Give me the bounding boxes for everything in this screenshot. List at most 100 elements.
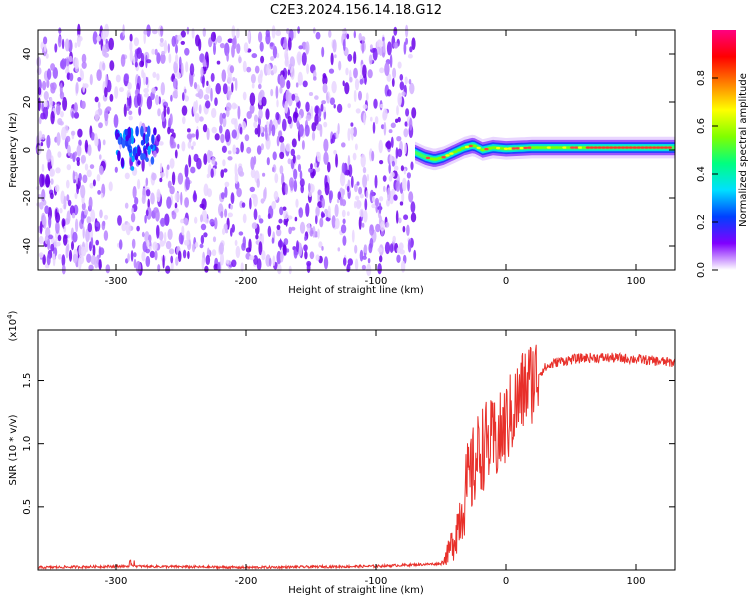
spectrogram-cell [235,245,241,259]
spectrogram-cell [231,129,237,139]
spectrogram-cell [225,259,229,264]
spectrogram-cell [156,188,161,203]
spectrogram-cell [128,148,132,154]
spectrogram-cell [95,222,100,227]
signal-track-peak [648,146,653,149]
spectrogram-cell [105,38,108,44]
spectrogram-cell [187,128,191,133]
spectrogram-cell [200,234,205,245]
spectrogram-cell [405,108,410,117]
spectrogram-cell [305,41,310,55]
spectrogram-cell [143,92,149,98]
spectrogram-cell [86,253,92,263]
snr-y-ticks: 0.5 1.0 1.5 [22,373,675,515]
spectrogram-cell [320,211,325,219]
spectrogram-cell [352,126,357,137]
spectrogram-cell [358,32,362,42]
spectrogram-cell [186,26,190,35]
spectrogram-cell [322,73,327,79]
spectrogram-cell [81,53,87,64]
spectrogram-cell [145,209,149,217]
spectrogram-cell [164,231,167,244]
spectrogram-cell [99,209,103,219]
x-tick-label: -100 [365,276,388,287]
spectrogram-cell [221,69,227,82]
spectrogram-cell [187,250,190,260]
spectrogram-cell [142,153,146,160]
spectrogram-cell [236,187,242,198]
spectrogram-cell [76,34,81,48]
spectrogram-cell [145,76,149,86]
spectrogram-cell [389,243,394,254]
spectrogram-cell [293,112,299,119]
spectrogram-cell [350,122,354,127]
spectrogram-cell [159,240,165,247]
spectrogram-cell [344,82,350,95]
spectrogram-cell [135,126,139,137]
spectrogram-cell [80,70,84,81]
spectrogram-cell [353,30,356,39]
spectrogram-cell [284,100,289,114]
spectrogram-cell [168,53,172,64]
spectrogram-cell [46,134,51,149]
spectrogram-cell [221,145,227,153]
spectrogram-cell [363,244,368,254]
spectrogram-cell [236,28,240,39]
spectrogram-cell [192,101,197,116]
spectrogram-cell [206,188,212,198]
spectrogram-cell [330,52,334,66]
spectrogram-cell [248,238,252,252]
spectrogram-cell [359,249,364,262]
spectrogram-cell [180,40,185,45]
spectrogram-cell [80,210,85,225]
spectrogram-cell [214,97,218,107]
spectrogram-cell [358,90,362,101]
spectrogram-cell [328,190,334,201]
spectrogram-cell [210,87,213,102]
spectrogram-cell [301,52,307,66]
spectrogram-cell [342,39,346,52]
spectrogram-cell [391,78,395,87]
spectrogram-cell [65,135,71,143]
spectrogram-cell [347,103,352,109]
spectrogram-cell [397,148,403,158]
spectrogram-cell [392,235,397,243]
spectrogram-cell [374,197,380,207]
spectrogram-cell [143,72,146,86]
spectrogram-cell [409,46,413,53]
spectrogram-cell [321,46,325,58]
spectrogram-cell [296,240,299,253]
spectrogram-cell [246,146,252,154]
spectrogram-cell [138,106,142,116]
spectrogram-cell [180,62,184,77]
spectrogram-cell [246,111,252,119]
colorbar-gradient [712,30,736,270]
spectrogram-cell [354,78,360,91]
spectrogram-cell [166,106,170,115]
spectrogram-cell [265,127,268,140]
spectrogram-cell [327,205,331,219]
spectrogram-cell [180,191,183,206]
spectrogram-cell [282,118,287,132]
signal-track-peak [492,146,497,149]
spectrogram-cell [305,202,310,217]
spectrogram-cell [222,228,226,235]
spectrogram-cell [371,203,377,209]
spectrogram-cell [77,128,83,138]
spectrogram-cell [211,156,216,165]
spectrogram-cell [365,190,369,199]
spectrogram-cell [220,192,225,200]
spectrogram-cell [279,76,286,89]
spectrogram-cell [275,85,279,99]
signal-track-peak [425,156,431,160]
spectrogram-cell [159,37,164,43]
spectrogram-cell [75,172,79,185]
spectrogram-cell [334,204,339,217]
signal-track-peak [519,146,524,150]
spectrogram-cell [319,217,324,228]
spectrogram-cell [386,140,392,150]
spectrogram-cell [204,265,209,273]
spectrogram-cell [359,208,365,218]
spectrogram-cell [296,119,300,128]
